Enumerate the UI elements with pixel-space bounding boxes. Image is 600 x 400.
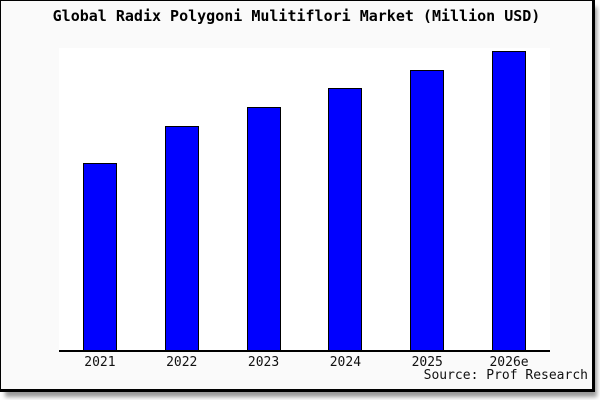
bar-slot [141, 48, 223, 350]
x-axis-labels: 2021 2022 2023 2024 2025 2026e [59, 355, 550, 370]
bar-2024 [328, 87, 363, 350]
bar-slot [386, 48, 468, 350]
bar-slot [59, 48, 141, 350]
plot-area [59, 48, 550, 352]
bar-2022 [164, 125, 199, 350]
bar-2025 [410, 69, 445, 350]
chart-title: Global Radix Polygoni Mulitiflori Market… [52, 7, 541, 25]
x-tick-label: 2023 [247, 355, 280, 370]
x-tick-label: 2024 [329, 355, 362, 370]
bar-slot [468, 48, 550, 350]
bar-slot [304, 48, 386, 350]
chart-panel: Global Radix Polygoni Mulitiflori Market… [0, 0, 595, 392]
bar-2026e [492, 51, 527, 350]
x-tick-label: 2025 [411, 355, 443, 370]
bar-2021 [82, 162, 117, 350]
x-tick-label: 2026e [489, 355, 529, 370]
bar-2023 [246, 106, 281, 350]
source-credit: Source: Prof Research [423, 368, 588, 383]
x-tick-label: 2022 [166, 355, 198, 370]
x-tick-label: 2021 [84, 355, 116, 370]
bar-slot [223, 48, 305, 350]
